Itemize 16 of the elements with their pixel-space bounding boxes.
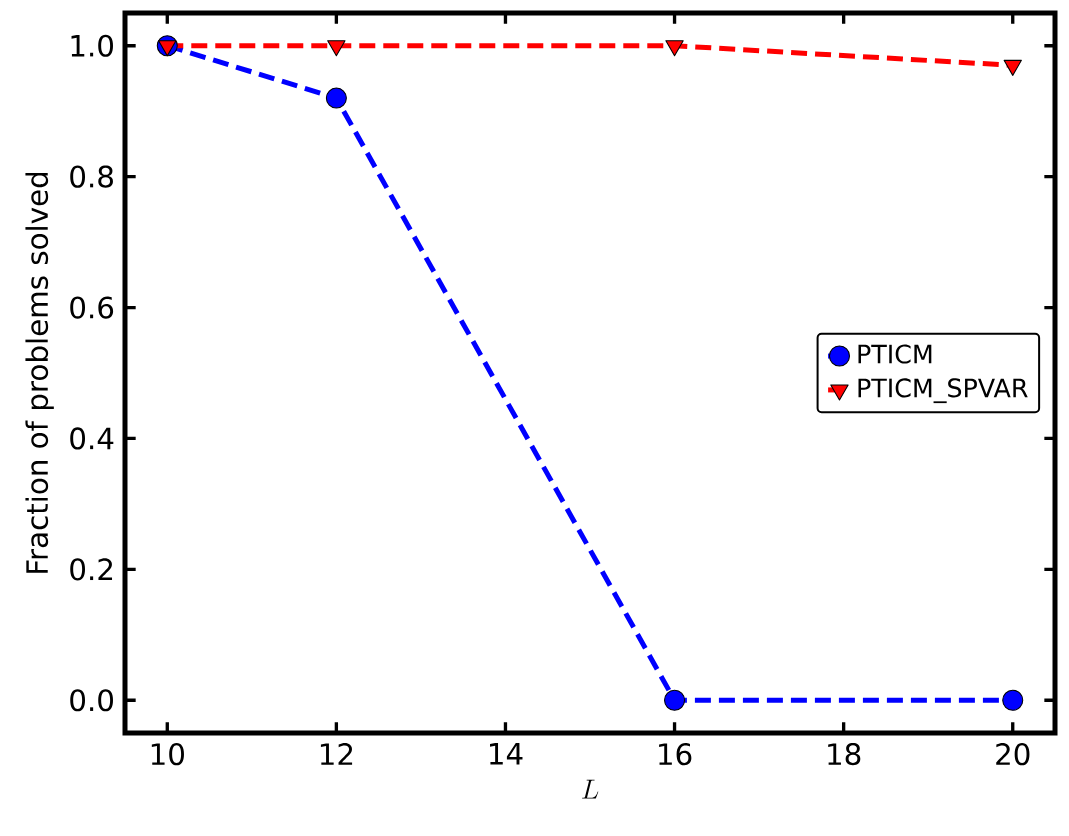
y-axis-title: Fraction of problems solved — [25, 172, 54, 573]
x-tick-label: 10 — [151, 743, 184, 766]
x-tick-label: 12 — [320, 743, 353, 765]
legend-label: PTICM_SPVAR — [858, 378, 1028, 404]
y-tick-label: 0.0 — [70, 689, 113, 712]
x-tick-label: 16 — [659, 743, 692, 766]
legend-label: PTICM — [858, 344, 932, 364]
y-tick-label: 0.4 — [70, 427, 114, 450]
x-tick-label: 14 — [490, 743, 523, 765]
y-tick-label: 1.0 — [71, 34, 113, 57]
y-tick-label: 0.8 — [70, 165, 113, 188]
x-axis-title: $L$ — [582, 779, 599, 799]
y-tick-label: 0.6 — [70, 296, 114, 319]
y-tick-label: 0.2 — [70, 558, 113, 581]
x-tick-label: 18 — [828, 743, 861, 766]
x-tick-label: 20 — [996, 743, 1030, 766]
